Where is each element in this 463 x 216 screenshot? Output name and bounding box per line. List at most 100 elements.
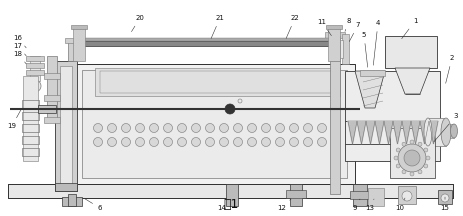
Circle shape [233, 138, 243, 146]
Bar [75, 41, 330, 46]
Circle shape [121, 124, 131, 132]
Circle shape [192, 138, 200, 146]
Text: 15: 15 [441, 197, 450, 211]
Text: 16: 16 [13, 35, 26, 48]
Bar [336, 40, 343, 58]
Text: 1: 1 [402, 18, 417, 39]
Bar [26, 63, 44, 68]
Circle shape [248, 138, 257, 146]
Bar [428, 118, 446, 146]
Circle shape [121, 138, 131, 146]
Text: 22: 22 [286, 15, 300, 38]
Bar [286, 190, 306, 198]
Circle shape [418, 170, 422, 174]
Polygon shape [375, 121, 384, 144]
Polygon shape [402, 121, 411, 144]
Text: 10: 10 [395, 198, 405, 211]
Ellipse shape [450, 124, 457, 138]
Circle shape [410, 140, 414, 144]
Text: 11: 11 [318, 19, 332, 36]
Circle shape [262, 124, 270, 132]
Bar [326, 25, 342, 29]
Text: 5: 5 [362, 32, 368, 67]
Circle shape [225, 104, 235, 114]
Bar [44, 73, 60, 79]
Ellipse shape [424, 118, 432, 146]
Bar [328, 26, 340, 61]
Bar [22, 124, 39, 132]
Text: 4: 4 [373, 20, 380, 65]
Bar [330, 36, 340, 61]
Circle shape [289, 124, 299, 132]
Circle shape [426, 156, 430, 160]
Bar [446, 124, 454, 138]
Text: 17: 17 [13, 43, 26, 56]
Circle shape [394, 156, 398, 160]
Polygon shape [366, 121, 375, 144]
Circle shape [163, 138, 173, 146]
Polygon shape [411, 121, 420, 144]
Circle shape [107, 138, 117, 146]
Bar [44, 117, 60, 123]
Bar [385, 36, 437, 68]
Bar [325, 32, 345, 38]
Circle shape [402, 191, 412, 201]
Polygon shape [429, 121, 438, 144]
Bar [60, 66, 72, 186]
Bar [75, 38, 330, 41]
Circle shape [262, 138, 270, 146]
Circle shape [424, 164, 428, 168]
Text: 3: 3 [434, 113, 458, 142]
Circle shape [398, 144, 426, 172]
Bar [22, 148, 39, 156]
Circle shape [150, 138, 158, 146]
Bar [22, 112, 39, 120]
Bar [390, 128, 435, 178]
Bar [22, 100, 39, 108]
Circle shape [275, 138, 284, 146]
Text: 6: 6 [84, 199, 102, 211]
Bar [368, 188, 384, 206]
Bar [8, 184, 453, 198]
Bar [23, 76, 38, 161]
Circle shape [192, 124, 200, 132]
Circle shape [402, 142, 406, 146]
Circle shape [107, 124, 117, 132]
Polygon shape [355, 71, 385, 108]
Circle shape [318, 138, 326, 146]
Bar [73, 26, 85, 61]
Circle shape [396, 148, 400, 152]
Text: 7: 7 [349, 22, 360, 41]
Bar [55, 61, 77, 191]
Bar [26, 70, 44, 75]
Bar [26, 56, 44, 61]
Bar [22, 136, 39, 144]
Ellipse shape [441, 118, 451, 146]
Bar [290, 184, 302, 206]
Bar [226, 184, 238, 206]
Circle shape [206, 138, 214, 146]
Text: 13: 13 [365, 199, 375, 211]
Polygon shape [357, 121, 366, 144]
Bar [75, 64, 355, 184]
Circle shape [289, 138, 299, 146]
Text: 9: 9 [353, 199, 360, 211]
Bar [398, 186, 416, 204]
Circle shape [275, 124, 284, 132]
Circle shape [318, 124, 326, 132]
Circle shape [136, 124, 144, 132]
Bar [350, 191, 370, 199]
Bar [55, 183, 77, 191]
Circle shape [418, 142, 422, 146]
Circle shape [304, 124, 313, 132]
Circle shape [219, 138, 229, 146]
Circle shape [441, 194, 449, 202]
Bar [30, 56, 40, 81]
Text: 12: 12 [277, 199, 291, 211]
Bar [95, 68, 340, 96]
Polygon shape [348, 121, 357, 144]
Text: 18: 18 [13, 51, 26, 64]
Circle shape [402, 170, 406, 174]
Text: 14: 14 [218, 199, 228, 211]
Bar [360, 70, 385, 76]
